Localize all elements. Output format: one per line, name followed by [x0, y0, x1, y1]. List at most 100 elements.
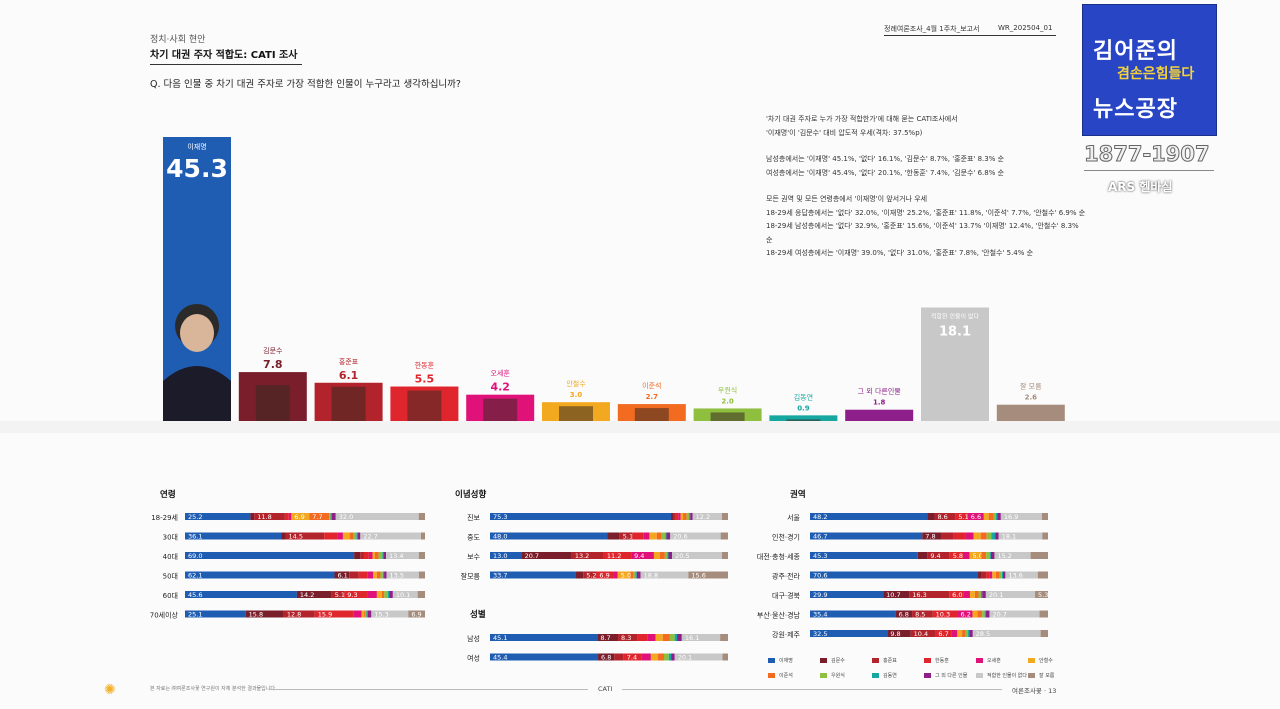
- bar-11: [996, 404, 1065, 421]
- stack-segment-label: 6.1: [337, 572, 347, 580]
- stack-segment: [670, 532, 721, 540]
- portrait-photo-2: [331, 386, 366, 421]
- portrait-photo-3: [407, 390, 442, 421]
- stack-title-3: 성별: [470, 609, 486, 620]
- stack-segment: [909, 591, 950, 598]
- legend-item: 김문수: [820, 657, 845, 664]
- sun-icon: ✺: [104, 682, 116, 698]
- legend-label: 오세훈: [987, 658, 1001, 664]
- stack-segment: [1000, 513, 1042, 520]
- stack-segment: [997, 513, 1001, 520]
- stack-segment: [1040, 630, 1048, 637]
- stack-segment: [949, 552, 964, 559]
- stack-segment: [988, 513, 994, 520]
- stack-segment: [641, 653, 651, 661]
- stack-segment: [999, 571, 1002, 579]
- stack-segment: [671, 513, 674, 520]
- bar-value-2: 6.1: [339, 369, 359, 382]
- bar-name-11: 잘 모름: [1020, 383, 1042, 391]
- bar-10: [921, 307, 989, 421]
- stack-segment: [649, 532, 657, 540]
- legend-swatch: [872, 658, 879, 663]
- stack-segment: [647, 634, 656, 641]
- stack-segment: [989, 610, 1040, 618]
- phone-number: 1877-1907: [1084, 142, 1211, 167]
- bar-value-5: 3.0: [570, 391, 583, 399]
- stack-segment-label: 20.1: [678, 654, 692, 662]
- stack-segment-label: 6.7: [938, 630, 948, 638]
- stack-segment-label: 6.8: [601, 654, 611, 662]
- stack-segment-label: 9.4: [930, 552, 940, 560]
- stack-segment: [978, 591, 981, 598]
- stack-segment: [380, 571, 383, 579]
- bar-value-3: 5.5: [415, 373, 435, 386]
- stack-segment: [636, 571, 641, 579]
- stack-segment: [357, 532, 361, 540]
- stack-segment-label: 10.3: [936, 611, 950, 619]
- portrait-face: [180, 314, 214, 352]
- stack-segment: [989, 571, 993, 579]
- legend-label: 이준석: [779, 673, 793, 679]
- stack-segment-label: 36.1: [188, 533, 202, 541]
- stack-segment: [986, 532, 992, 540]
- stack-segment: [963, 552, 970, 559]
- stack-row-label: 70세이상: [150, 611, 179, 620]
- legend-item: 이재명: [768, 657, 793, 664]
- stack-segment: [720, 532, 728, 540]
- legend-label: 이재명: [779, 658, 793, 664]
- stack-segment: [185, 532, 282, 540]
- portrait-body: [163, 366, 231, 421]
- bar-9: [845, 409, 914, 421]
- stack-segment-label: 69.0: [188, 552, 202, 560]
- stack-segment: [185, 610, 246, 618]
- bar-value-8: 0.9: [797, 404, 810, 412]
- stack-segment: [810, 591, 884, 598]
- bar-name-7: 우원식: [718, 385, 737, 394]
- stack-segment-label: 12.2: [696, 513, 710, 521]
- legend-label: 그 외 다른 인물: [935, 673, 968, 679]
- ars-divider: [1084, 170, 1214, 171]
- stack-segment: [356, 532, 358, 540]
- bar-value-11: 2.6: [1025, 394, 1038, 402]
- stack-segment-label: 45.6: [188, 591, 202, 599]
- stack-segment-label: 46.7: [813, 533, 827, 541]
- stack-segment-label: 6.9: [294, 513, 304, 521]
- stack-segment: [967, 513, 984, 520]
- portrait-photo-8: [786, 419, 821, 421]
- stack-title-2: 이념성향: [455, 489, 486, 500]
- stack-segment: [955, 513, 968, 520]
- stacked-bar-charts: 연령 18-29세 25.2 11.8 6.9 7.7 32.0 30대 36.1 14.5 22.…: [150, 489, 1049, 663]
- stack-segment-label: 70.6: [813, 572, 827, 580]
- summary-text: '차기 대권 주자로 누가 가장 적합한가'에 대해 묻는 CATI조사에서 '이…: [766, 113, 1086, 261]
- stack-segment: [912, 610, 933, 618]
- legend-swatch: [924, 673, 931, 678]
- stack-segment-label: 5.2: [586, 572, 596, 580]
- stack-segment: [674, 634, 678, 641]
- summary-line: 18-29세 여성층에서는 '이재명' 39.0%, '없다' 31.0%, '…: [766, 249, 1034, 257]
- stack-segment: [887, 630, 911, 637]
- bar-value-1: 7.8: [263, 358, 283, 371]
- stack-segment-label: 13.6: [1008, 572, 1022, 580]
- stack-segment: [368, 552, 373, 559]
- stack-title-1: 연령: [160, 489, 176, 500]
- stack-segment: [418, 513, 425, 520]
- stack-segment: [963, 591, 970, 598]
- stack-segment-label: 9.4: [634, 552, 644, 560]
- stack-segment: [974, 591, 979, 598]
- stack-segment: [389, 591, 393, 598]
- stack-segment-label: 20.7: [992, 611, 1006, 619]
- stack-segment: [361, 610, 365, 618]
- legend-item: 그 외 다른 인물: [924, 672, 967, 679]
- legend-swatch: [768, 658, 775, 663]
- stack-segment: [329, 513, 331, 520]
- stack-segment: [344, 591, 368, 598]
- stack-segment: [662, 634, 670, 641]
- stack-segment: [972, 610, 978, 618]
- stack-segment: [371, 610, 409, 618]
- stack-segment: [982, 591, 986, 598]
- stack-segment-label: 7.7: [312, 513, 322, 521]
- stack-segment: [650, 653, 659, 661]
- stack-segment: [895, 610, 913, 618]
- stack-segment: [490, 634, 598, 641]
- stack-segment-label: 6.2: [961, 611, 971, 619]
